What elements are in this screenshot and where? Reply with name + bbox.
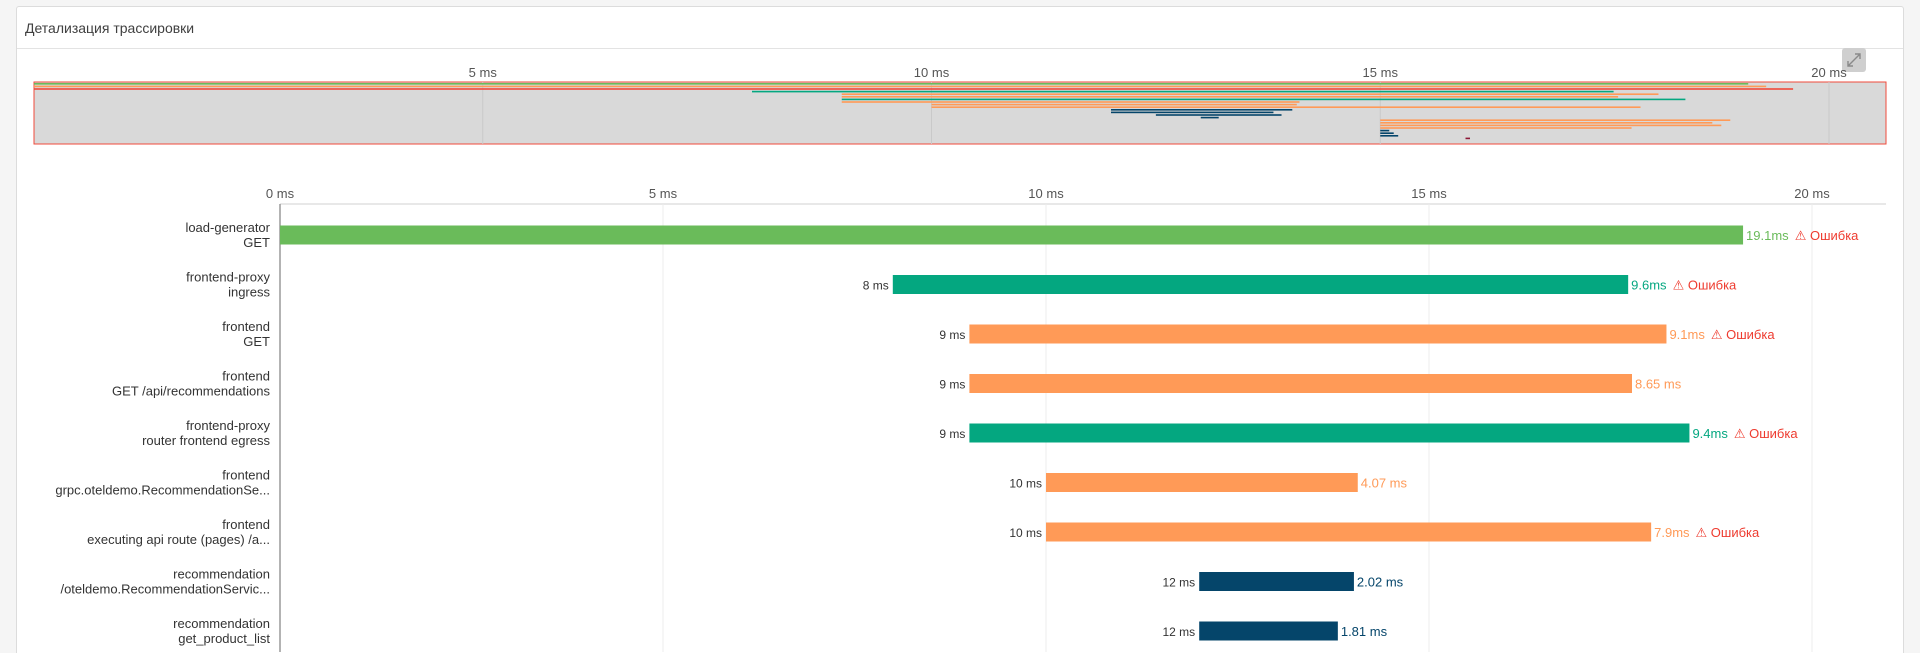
span-start-label: 8 ms — [863, 279, 889, 293]
expand-diagonal-icon — [1847, 53, 1861, 67]
span-start-label: 12 ms — [1163, 576, 1196, 590]
minimap-tick-label: 15 ms — [1363, 65, 1399, 80]
minimap-tick-label: 5 ms — [469, 65, 498, 80]
span-service-name: frontend — [222, 369, 270, 384]
span-error-label: ⚠ Ошибка — [1696, 525, 1760, 540]
span-duration-label: 9.6ms — [1631, 278, 1667, 293]
span-duration-label: 9.1ms — [1669, 327, 1705, 342]
minimap-span-bar — [1380, 132, 1394, 134]
span-error-label: ⚠ Ошибка — [1711, 327, 1775, 342]
span-operation-name: router frontend egress — [142, 433, 270, 448]
span-bar[interactable] — [1046, 522, 1652, 542]
minimap-span-bar — [1380, 119, 1731, 121]
minimap-span-bar — [34, 88, 1794, 90]
span-bar[interactable] — [969, 423, 1690, 443]
span-error-label: ⚠ Ошибка — [1673, 278, 1737, 293]
span-operation-name: grpc.oteldemo.RecommendationSe... — [55, 483, 270, 498]
span-operation-name: GET — [243, 334, 270, 349]
span-start-label: 12 ms — [1163, 625, 1196, 639]
minimap-span-bar — [34, 83, 1749, 85]
trace-minimap[interactable]: 5 ms 10 ms 15 ms 20 ms — [33, 65, 1887, 145]
span-duration-label: 8.65 ms — [1635, 377, 1682, 392]
minimap-span-bar — [841, 101, 1300, 103]
span-operation-name: get_product_list — [178, 631, 270, 646]
minimap-span-bar — [1155, 114, 1282, 116]
span-bar[interactable] — [892, 275, 1629, 294]
minimap-span-bar — [931, 103, 1297, 106]
minimap-span-bar — [1380, 127, 1632, 129]
span-row[interactable]: frontendgrpc.oteldemo.RecommendationSe..… — [55, 468, 1407, 498]
span-operation-name: /oteldemo.RecommendationServic... — [60, 582, 270, 597]
span-bar[interactable] — [969, 324, 1667, 344]
span-start-label: 10 ms — [1009, 477, 1042, 491]
expand-button[interactable] — [1842, 48, 1866, 72]
minimap-span-bar — [1465, 137, 1470, 140]
panel-title: Детализация трассировки — [25, 20, 195, 36]
minimap-span-bar — [841, 93, 1659, 95]
minimap-span-bar — [841, 98, 1686, 101]
minimap-span-bar — [841, 96, 1619, 98]
span-duration-label: 2.02 ms — [1357, 575, 1404, 590]
span-service-name: frontend — [222, 319, 270, 334]
span-service-name: load-generator — [185, 220, 270, 235]
span-operation-name: ingress — [228, 285, 270, 300]
minimap-span-bar — [1111, 109, 1293, 111]
span-start-label: 9 ms — [939, 427, 965, 441]
span-bar[interactable] — [1046, 473, 1358, 492]
span-start-label: 9 ms — [939, 328, 965, 342]
minimap-span-bar — [1380, 135, 1399, 137]
span-duration-label: 1.81 ms — [1341, 624, 1388, 639]
span-error-label: ⚠ Ошибка — [1795, 228, 1859, 243]
span-service-name: frontend — [222, 468, 270, 483]
minimap-span-bar — [1200, 116, 1219, 119]
span-duration-label: 9.4ms — [1692, 426, 1728, 441]
span-operation-name: GET /api/recommendations — [112, 384, 270, 399]
span-row[interactable]: recommendation/oteldemo.RecommendationSe… — [60, 567, 1403, 597]
minimap-tick-label: 10 ms — [914, 65, 950, 80]
span-bar[interactable] — [1199, 621, 1338, 641]
panel-header: Детализация трассировки — [17, 7, 1903, 49]
minimap-span-bar — [1380, 124, 1722, 127]
span-duration-label: 7.9ms — [1654, 525, 1690, 540]
minimap-span-bar — [1380, 129, 1390, 132]
span-service-name: frontend-proxy — [186, 270, 270, 285]
span-bar[interactable] — [969, 374, 1632, 393]
span-bar[interactable] — [1199, 572, 1354, 591]
span-bar[interactable] — [280, 225, 1744, 245]
minimap-span-bar — [1380, 122, 1713, 124]
span-timeline: 0 ms 5 ms 10 ms 15 ms 20 msload-generatorGET… — [55, 186, 1886, 652]
minimap-span-bar — [752, 90, 1614, 93]
span-duration-label: 19.1ms — [1746, 228, 1789, 243]
span-service-name: recommendation — [173, 616, 270, 631]
span-start-label: 10 ms — [1009, 526, 1042, 540]
span-service-name: frontend — [222, 517, 270, 532]
span-duration-label: 4.07 ms — [1361, 476, 1408, 491]
span-service-name: frontend-proxy — [186, 418, 270, 433]
span-operation-name: GET — [243, 235, 270, 250]
minimap-span-bar — [1111, 111, 1274, 114]
span-error-label: ⚠ Ошибка — [1734, 426, 1798, 441]
minimap-span-bar — [931, 106, 1641, 108]
span-start-label: 9 ms — [939, 378, 965, 392]
span-operation-name: executing api route (pages) /a... — [87, 532, 270, 547]
minimap-span-bar — [34, 85, 1767, 88]
minimap-tick-label: 20 ms — [1811, 65, 1847, 80]
span-service-name: recommendation — [173, 567, 270, 582]
